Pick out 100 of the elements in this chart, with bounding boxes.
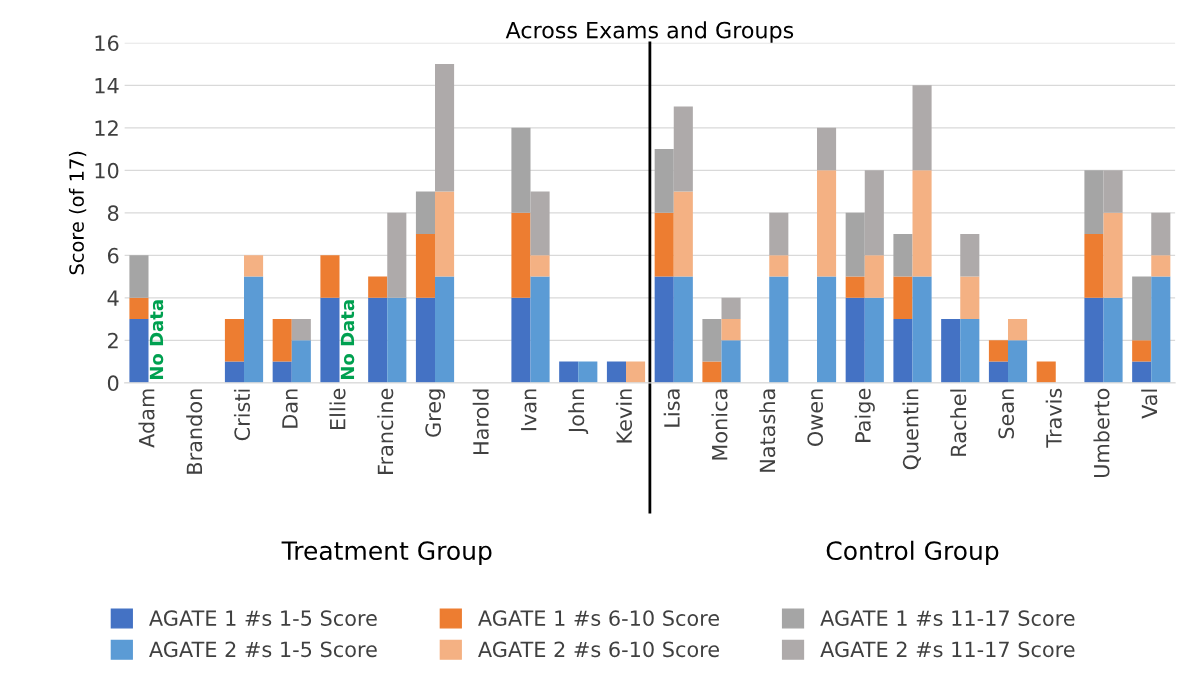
- bar: [1103, 212, 1123, 298]
- bar: [244, 276, 264, 383]
- bar: [272, 319, 292, 362]
- bar: [912, 85, 932, 171]
- bar: [435, 191, 455, 277]
- legend-label: AGATE 2 #s 11-17 Score: [820, 641, 1075, 658]
- legend-label: AGATE 2 #s 6-10 Score: [478, 641, 719, 658]
- x-tick-label: Lisa: [663, 389, 680, 427]
- bar: [511, 297, 531, 383]
- bar: [941, 319, 961, 383]
- bar: [224, 361, 245, 383]
- bar: [415, 191, 436, 235]
- x-tick-label: Harold: [472, 389, 489, 454]
- x-tick-label: Owen: [807, 389, 824, 446]
- y-tick-label: 8: [107, 205, 119, 222]
- x-tick-label: Umberto: [1093, 388, 1110, 477]
- x-tick-label: Sean: [998, 389, 1015, 439]
- bar: [368, 297, 388, 383]
- bar: [578, 361, 598, 383]
- x-tick-label: Quentin: [902, 389, 921, 470]
- bar: [721, 297, 741, 320]
- bar: [845, 297, 865, 383]
- text: Treatment Group: [281, 541, 492, 565]
- bar: [817, 127, 837, 171]
- bar: [893, 319, 913, 383]
- bar: [702, 319, 722, 362]
- bar: [654, 212, 674, 277]
- bar: [291, 340, 311, 383]
- x-tick-label: Rachel: [950, 389, 967, 456]
- bar: [224, 319, 245, 362]
- bar: [1084, 234, 1104, 298]
- bar: [1132, 361, 1152, 383]
- x-tick-label: Brandon: [186, 389, 203, 474]
- bar: [817, 276, 837, 383]
- x-tick-label: Kevin: [615, 389, 633, 443]
- x-tick-label: Dan: [282, 389, 298, 428]
- bar: [769, 212, 789, 256]
- bar: [912, 170, 932, 277]
- bar: [530, 276, 550, 383]
- bar: [721, 340, 741, 383]
- bar: [912, 276, 932, 383]
- x-tick-label: Val: [1141, 389, 1158, 419]
- bar: [864, 255, 884, 298]
- bar: [845, 276, 865, 298]
- x-tick-label: Greg: [425, 389, 446, 437]
- annotation: No Data: [340, 300, 355, 380]
- bar: [769, 255, 789, 277]
- bar: [960, 276, 980, 320]
- bar: [129, 319, 149, 383]
- bar: [1151, 276, 1171, 383]
- bar: [530, 255, 550, 277]
- bar: [606, 361, 627, 383]
- bar: [1036, 361, 1056, 383]
- x-tick-label: Monica: [711, 389, 728, 460]
- x-tick-label: Adam: [138, 389, 155, 448]
- bar: [673, 276, 693, 383]
- x-tick-label: Cristi: [233, 389, 251, 441]
- x-tick-label: Francine: [377, 388, 394, 474]
- y-tick-label: 14: [95, 78, 119, 94]
- y-tick-label: 4: [107, 290, 119, 306]
- bar: [387, 297, 407, 383]
- x-tick-label: Travis: [1045, 388, 1062, 448]
- y-tick-label: 2: [108, 332, 118, 349]
- y-tick-label: 16: [95, 35, 119, 52]
- x-tick-label: Natasha: [759, 389, 776, 472]
- bar: [988, 340, 1009, 362]
- bar: [435, 64, 455, 192]
- legend-label: AGATE 2 #s 1-5 Score: [149, 641, 377, 658]
- bar: [893, 234, 913, 277]
- text: Control Group: [826, 540, 999, 565]
- bar: [864, 297, 884, 383]
- bar: [559, 361, 579, 383]
- bar: [320, 255, 340, 298]
- bar: [702, 361, 722, 383]
- bar: [415, 297, 436, 383]
- annotation: No Data: [149, 300, 164, 380]
- bar: [1151, 212, 1171, 256]
- bar: [272, 361, 292, 383]
- y-tick-label: 10: [95, 162, 119, 179]
- bar: [960, 319, 980, 383]
- bar: [415, 234, 436, 298]
- bar: [769, 276, 789, 383]
- legend-label: AGATE 1 #s 11-17 Score: [820, 610, 1075, 627]
- bar: [1084, 297, 1104, 383]
- bar: [511, 212, 531, 298]
- bar: [129, 297, 149, 320]
- bar: [1132, 276, 1152, 341]
- x-tick-label: Paige: [854, 388, 875, 442]
- bar: [721, 319, 741, 341]
- y-tick-label: 12: [95, 120, 118, 136]
- bar: [654, 276, 674, 383]
- bar: [320, 297, 340, 383]
- y-axis-title: Score (of 17): [68, 151, 87, 275]
- x-tick-label: John: [568, 389, 589, 435]
- bar: [893, 276, 913, 320]
- x-tick-label: Ellie: [329, 388, 346, 429]
- bar: [1008, 340, 1028, 383]
- bar: [1132, 340, 1152, 362]
- legend-label: AGATE 1 #s 6-10 Score: [478, 610, 719, 627]
- bar: [291, 319, 311, 341]
